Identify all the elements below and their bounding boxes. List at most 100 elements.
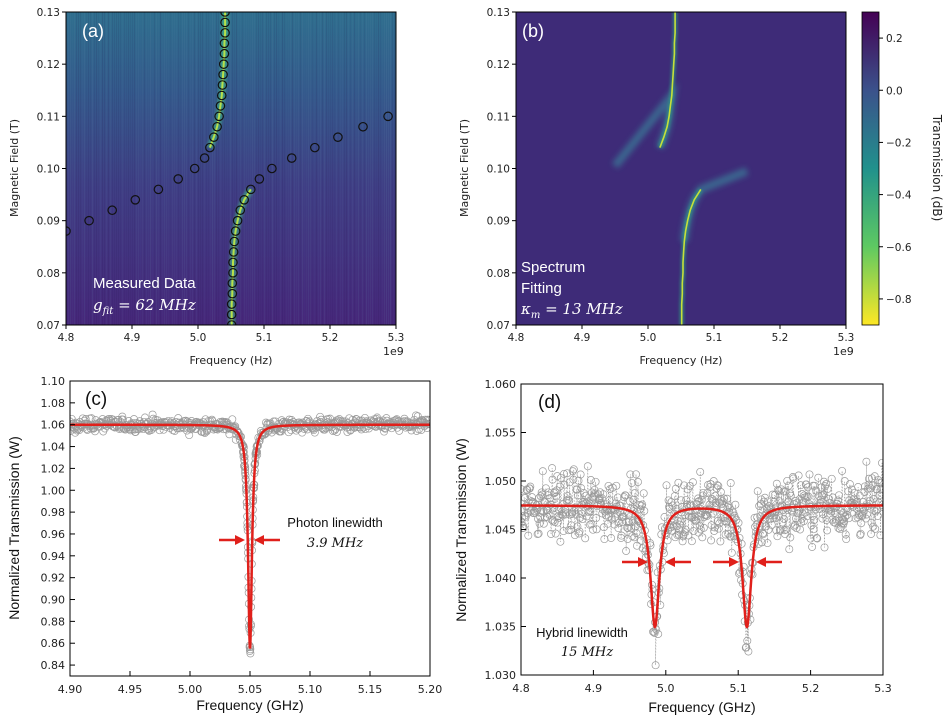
- data-point: [572, 485, 581, 494]
- y-tick-label: 1.06: [41, 419, 66, 432]
- y-tick-label: 0.10: [37, 164, 60, 176]
- data-point: [873, 511, 882, 520]
- data-point: [586, 507, 595, 516]
- data-point: [567, 521, 576, 530]
- y-tick-label: 0.13: [487, 7, 510, 19]
- data-point: [759, 530, 768, 539]
- data-point: [640, 506, 649, 515]
- data-point: [578, 515, 587, 524]
- noise-stripe: [334, 12, 335, 325]
- noise-stripe: [178, 12, 179, 325]
- x-tick-label: 5.0: [657, 682, 675, 695]
- data-point: [632, 529, 641, 537]
- axes-a-x-ticks: 4.8 4.9 5.0 5.1 5.2 5.3: [58, 325, 404, 344]
- kappa-subscript: m: [531, 310, 540, 321]
- linewidth-arrows-c: [219, 535, 280, 545]
- noise-stripe: [72, 12, 73, 325]
- data-point: [693, 497, 702, 506]
- data-point: [572, 485, 581, 494]
- noise-stripe: [114, 12, 115, 325]
- data-point: [622, 547, 631, 555]
- data-point: [575, 527, 584, 536]
- data-point: [723, 503, 732, 511]
- data-point: [200, 428, 209, 437]
- noise-stripe: [104, 12, 105, 325]
- fit-point: [220, 17, 230, 28]
- noise-stripe: [230, 12, 231, 325]
- noise-stripe: [264, 12, 265, 325]
- noise-stripe: [244, 12, 245, 325]
- axes-d-x-label: Frequency (GHz): [648, 699, 755, 715]
- noise-stripe: [238, 12, 239, 325]
- data-point: [553, 518, 562, 527]
- axes-b-x-offset: 1e9: [833, 345, 854, 358]
- resonance-trace: [680, 188, 702, 325]
- axes-a-y-label: Magnetic Field (T): [8, 119, 21, 217]
- data-point: [548, 464, 557, 473]
- noise-stripe: [284, 12, 285, 325]
- data-point: [654, 630, 663, 638]
- panel-a-annotation-title: Measured Data: [93, 275, 196, 292]
- data-point: [624, 518, 633, 527]
- data-point: [675, 530, 683, 539]
- data-point: [637, 536, 646, 545]
- data-point: [710, 526, 719, 535]
- g-symbol: g: [93, 296, 103, 314]
- fit-point: [130, 195, 141, 205]
- data-point: [856, 529, 865, 538]
- data-point: [819, 490, 828, 499]
- x-tick-label: 5.0: [190, 332, 207, 344]
- linewidth-arrows-d: [622, 557, 782, 567]
- y-tick-label: 1.02: [41, 462, 66, 475]
- noise-stripe: [122, 12, 123, 325]
- data-point: [617, 531, 626, 540]
- x-tick-label: 5.2: [802, 682, 820, 695]
- noise-stripe: [266, 12, 267, 325]
- data-point: [821, 482, 829, 491]
- noise-stripe: [378, 12, 379, 325]
- data-point: [861, 514, 870, 523]
- noise-stripe: [164, 12, 165, 325]
- noise-stripe: [364, 12, 365, 325]
- fit-point: [173, 174, 183, 184]
- noise-stripe: [314, 12, 315, 325]
- data-point: [568, 467, 577, 476]
- data-point: [800, 493, 809, 502]
- data-point: [185, 431, 194, 440]
- data-point: [794, 471, 803, 480]
- data-point: [551, 487, 560, 496]
- noise-stripe: [210, 12, 211, 325]
- data-point: [625, 497, 634, 506]
- data-point: [630, 489, 639, 498]
- data-point: [603, 505, 612, 514]
- noise-stripe: [388, 12, 389, 325]
- data-point: [630, 533, 639, 542]
- data-point: [262, 418, 270, 427]
- noise-stripe: [70, 12, 71, 325]
- data-point: [587, 520, 596, 529]
- y-tick-label: 1.050: [485, 475, 517, 488]
- colorbar-ticks: 0.2 0.0 −0.2 −0.4 −0.6 −0.8: [879, 33, 912, 306]
- data-point: [423, 415, 430, 424]
- noise-stripe: [220, 12, 221, 325]
- noise-stripe: [328, 12, 329, 325]
- fit-point: [230, 226, 241, 236]
- y-tick-label: 0.09: [37, 216, 60, 228]
- data-point: [818, 510, 827, 519]
- noise-stripe: [356, 12, 357, 325]
- y-tick-label: 0.84: [41, 659, 66, 672]
- data-point: [599, 490, 608, 499]
- y-tick-label: 1.045: [485, 524, 517, 537]
- data-point: [836, 525, 844, 534]
- data-point: [862, 510, 871, 519]
- x-tick-label: 5.1: [729, 682, 747, 695]
- data-point: [141, 413, 149, 422]
- panel-d: 4.8 4.9 5.0 5.1 5.2 5.3 1.0301.0351.0401.0451…: [453, 378, 892, 715]
- data-point: [756, 500, 765, 509]
- noise-stripe: [134, 12, 135, 325]
- data-point: [773, 532, 782, 541]
- g-subscript: fit: [102, 306, 115, 317]
- plot-c-fit-curve: [70, 423, 430, 649]
- data-point: [771, 513, 780, 522]
- y-tick-label: 1.035: [485, 621, 517, 634]
